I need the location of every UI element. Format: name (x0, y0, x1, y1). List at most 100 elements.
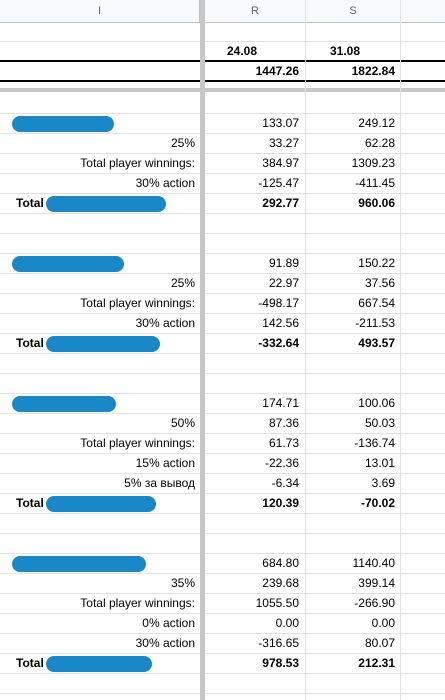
cell-s[interactable] (306, 514, 400, 533)
cell-r[interactable] (205, 534, 305, 553)
cell-i[interactable] (0, 374, 200, 393)
cell-i[interactable] (0, 354, 200, 373)
grand-total-cell[interactable]: 1447.26 (255, 64, 299, 78)
row-label[interactable]: 30% action (135, 316, 195, 330)
value-cell-r[interactable]: 684.80 (262, 556, 299, 570)
row-label[interactable]: Total player winnings: (80, 596, 195, 610)
row-label[interactable]: 25% (170, 276, 195, 290)
cell-i[interactable] (0, 674, 200, 693)
date-cell[interactable]: 31.08 (330, 44, 361, 58)
value-cell-s[interactable]: -211.53 (355, 316, 395, 330)
cell-s[interactable] (306, 374, 400, 393)
total-label[interactable]: Total (16, 196, 44, 210)
cell-s[interactable] (306, 94, 400, 113)
total-value-r[interactable]: 292.77 (262, 196, 299, 210)
value-cell-s[interactable]: 0.00 (371, 616, 395, 630)
cell-r[interactable] (205, 234, 305, 253)
cell-i[interactable] (0, 42, 200, 61)
value-cell-r[interactable]: 61.73 (268, 436, 299, 450)
row-label[interactable]: 50% (170, 416, 195, 430)
total-value-r[interactable]: -332.64 (258, 336, 299, 350)
value-cell-s[interactable]: -136.74 (354, 436, 395, 450)
value-cell-r[interactable]: 384.97 (262, 156, 299, 170)
row-label[interactable]: 35% (170, 576, 195, 590)
total-value-s[interactable]: 212.31 (358, 656, 395, 670)
cell-i[interactable] (0, 62, 200, 81)
row-label[interactable]: Total player winnings: (80, 296, 195, 310)
cell-r[interactable] (205, 514, 305, 533)
total-value-s[interactable]: 493.57 (358, 336, 395, 350)
value-cell-s[interactable]: 50.03 (364, 416, 395, 430)
value-cell-s[interactable]: 1140.40 (352, 556, 396, 570)
cell-s[interactable] (306, 214, 400, 233)
cell-i[interactable] (0, 22, 200, 41)
grand-total-cell[interactable]: 1822.84 (351, 64, 395, 78)
cell-r[interactable] (205, 22, 305, 41)
cell-s[interactable] (306, 674, 400, 693)
cell-i[interactable] (0, 234, 200, 253)
value-cell-s[interactable]: 150.22 (358, 256, 395, 270)
value-cell-r[interactable]: 1055.50 (255, 596, 299, 610)
value-cell-r[interactable]: -22.36 (264, 456, 299, 470)
value-cell-r[interactable]: 133.07 (262, 116, 299, 130)
value-cell-r[interactable]: -498.17 (258, 296, 299, 310)
cell-i[interactable] (0, 534, 200, 553)
row-label[interactable]: 30% action (135, 636, 195, 650)
value-cell-r[interactable]: -316.65 (258, 636, 299, 650)
column-header-s[interactable]: S (306, 0, 401, 22)
total-value-r[interactable]: 120.39 (262, 496, 299, 510)
cell-s[interactable] (306, 354, 400, 373)
frozen-column-divider[interactable] (200, 0, 205, 700)
value-cell-r[interactable]: 87.36 (268, 416, 299, 430)
cell-s[interactable] (306, 234, 400, 253)
cell-i[interactable] (0, 94, 200, 113)
cell-s[interactable] (306, 22, 400, 41)
row-label[interactable]: 15% action (135, 456, 195, 470)
date-cell[interactable]: 24.08 (227, 44, 258, 58)
value-cell-r[interactable]: -6.34 (271, 476, 299, 490)
cell-i[interactable] (0, 514, 200, 533)
value-cell-r[interactable]: 91.89 (268, 256, 299, 270)
column-header-r[interactable]: R (205, 0, 306, 22)
value-cell-s[interactable]: 1309.23 (351, 156, 395, 170)
value-cell-r[interactable]: 0.00 (275, 616, 299, 630)
total-value-s[interactable]: -70.02 (360, 496, 395, 510)
value-cell-r[interactable]: 239.68 (262, 576, 299, 590)
total-label[interactable]: Total (16, 336, 44, 350)
value-cell-s[interactable]: 249.12 (358, 116, 395, 130)
cell-r[interactable] (205, 354, 305, 373)
row-label[interactable]: 0% action (142, 616, 195, 630)
cell-r[interactable] (205, 674, 305, 693)
value-cell-s[interactable]: 13.01 (364, 456, 395, 470)
cell-s[interactable] (306, 534, 400, 553)
total-label[interactable]: Total (16, 656, 44, 670)
value-cell-s[interactable]: 80.07 (364, 636, 395, 650)
total-label[interactable]: Total (16, 496, 44, 510)
cell-i[interactable] (0, 214, 200, 233)
cell-r[interactable] (205, 374, 305, 393)
value-cell-s[interactable]: 667.54 (358, 296, 395, 310)
value-cell-s[interactable]: 62.28 (364, 136, 395, 150)
value-cell-s[interactable]: 37.56 (364, 276, 395, 290)
row-label[interactable]: 25% (170, 136, 195, 150)
value-cell-s[interactable]: 3.69 (371, 476, 395, 490)
value-cell-r[interactable]: 142.56 (262, 316, 299, 330)
value-cell-r[interactable]: 174.71 (262, 396, 299, 410)
cell-r[interactable] (205, 94, 305, 113)
value-cell-r[interactable]: -125.47 (258, 176, 299, 190)
value-cell-r[interactable]: 22.97 (268, 276, 299, 290)
value-cell-s[interactable]: -266.90 (354, 596, 395, 610)
row-label[interactable]: 5% за вывод (124, 476, 195, 490)
total-value-s[interactable]: 960.06 (358, 196, 395, 210)
value-cell-s[interactable]: -411.45 (355, 176, 395, 190)
row-label[interactable]: 30% action (135, 176, 195, 190)
total-value-r[interactable]: 978.53 (262, 656, 299, 670)
row-label[interactable]: Total player winnings: (80, 156, 195, 170)
cell-r[interactable] (205, 214, 305, 233)
value-cell-r[interactable]: 33.27 (268, 136, 299, 150)
value-cell-s[interactable]: 100.06 (358, 396, 395, 410)
column-header-t[interactable] (401, 0, 445, 22)
row-label[interactable]: Total player winnings: (80, 436, 195, 450)
value-cell-s[interactable]: 399.14 (358, 576, 395, 590)
column-header-i[interactable]: I (0, 0, 200, 22)
